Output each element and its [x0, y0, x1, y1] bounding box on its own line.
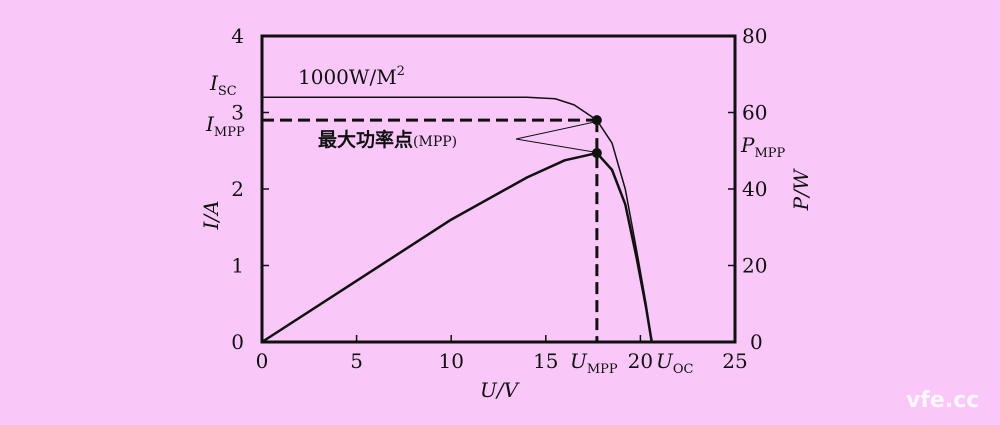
impp-symbol: I	[205, 112, 215, 136]
y-tick-label: 1	[231, 254, 244, 278]
y2-tick-label: 40	[742, 177, 767, 201]
umpp-subscript: MPP	[587, 362, 618, 377]
x-tick-label: 20	[628, 349, 653, 373]
pmpp-symbol: P	[740, 133, 755, 157]
isc-symbol: I	[209, 71, 219, 95]
pmpp-label: PMPP	[740, 133, 786, 161]
mpp-point-current	[591, 115, 602, 126]
mpp-point-power	[591, 148, 602, 159]
uoc-subscript: OC	[673, 362, 694, 377]
x-tick-label: 25	[722, 349, 747, 373]
mpp-label-text: 最大功率点	[318, 128, 413, 151]
y-tick-label: 2	[231, 177, 244, 201]
uoc-label: UOC	[656, 349, 694, 377]
uoc-symbol: U	[656, 349, 674, 373]
curves	[261, 96, 653, 344]
mpp-leader-line	[515, 138, 594, 153]
y2-tick-label: 20	[742, 254, 767, 278]
mpp-leader-line	[515, 121, 594, 140]
x-tick-label: 0	[256, 349, 269, 373]
y-tick-label: 4	[231, 24, 244, 48]
y2-tick-label: 80	[742, 24, 767, 48]
isc-label: ISC	[209, 71, 237, 99]
isc-subscript: SC	[218, 84, 237, 99]
watermark: vfe.cc	[906, 388, 979, 413]
x-tick-label: 15	[533, 349, 558, 373]
irradiance-text: 1000W/M	[298, 65, 397, 89]
x-axis-label: U/V	[480, 378, 521, 402]
irradiance-label: 1000W/M2	[298, 64, 405, 89]
pv-curve	[261, 151, 653, 344]
y-axis-label: I/A	[199, 200, 223, 230]
y-tick-label: 0	[231, 330, 244, 354]
y2-axis-label: P/W	[789, 168, 813, 211]
umpp-symbol: U	[570, 349, 588, 373]
umpp-label: UMPP	[570, 349, 618, 377]
y2-tick-label: 60	[742, 101, 767, 125]
mpp-label-suffix: (MPP)	[413, 134, 457, 150]
impp-subscript: MPP	[214, 125, 245, 140]
x-tick-label: 10	[438, 349, 463, 373]
pmpp-subscript: MPP	[754, 146, 785, 161]
y-tick-label: 3	[231, 101, 244, 125]
impp-label: IMPP	[205, 112, 245, 140]
x-tick-label: 5	[350, 349, 363, 373]
y2-tick-label: 0	[750, 330, 763, 354]
irradiance-superscript: 2	[397, 64, 405, 79]
mpp-label: 最大功率点(MPP)	[318, 128, 457, 151]
